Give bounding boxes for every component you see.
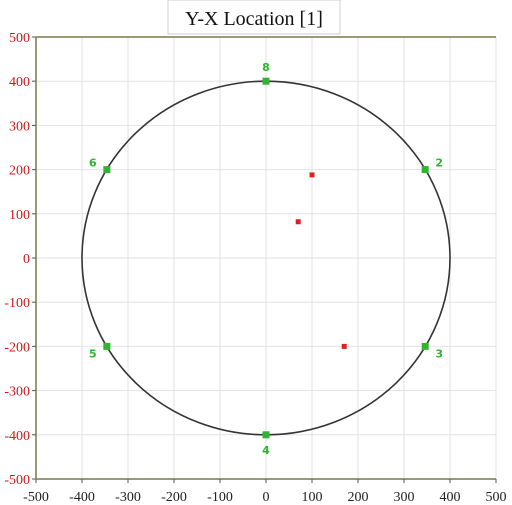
location-point: [309, 172, 315, 178]
sensor-point: [421, 166, 429, 174]
y-tick-label: -300: [4, 385, 30, 400]
y-tick-label: 0: [23, 252, 30, 267]
x-tick-label: -100: [207, 490, 233, 505]
x-tick-label: 0: [263, 490, 270, 505]
sensor-point: [103, 166, 111, 174]
x-tick-label: 500: [486, 490, 507, 505]
location-point: [341, 343, 347, 349]
y-tick-label: -200: [4, 340, 30, 355]
ticks-layer: -500 -400 -300 -200 -100 0 100 200 300 400 500 -500…: [4, 31, 506, 505]
sensor-label: 3: [435, 347, 443, 360]
title-box: [167, 0, 341, 35]
y-tick-label: -500: [4, 473, 30, 488]
x-tick-label: 200: [348, 490, 369, 505]
location-point: [295, 219, 301, 225]
x-tick-label: -500: [23, 490, 49, 505]
sensor-point: [262, 431, 270, 439]
x-tick-label: -300: [115, 490, 141, 505]
x-tick-label: 300: [394, 490, 415, 505]
sensor-label: 5: [89, 347, 97, 360]
chart-title: Y-X Location [1]: [185, 8, 323, 30]
sensor-label: 2: [435, 157, 443, 170]
y-tick-label: 300: [9, 119, 30, 134]
y-tick-label: -100: [4, 296, 30, 311]
x-tick-label: 400: [440, 490, 461, 505]
x-tick-label: -400: [69, 490, 95, 505]
sensor-label: 6: [89, 157, 97, 170]
y-tick-label: 200: [9, 164, 30, 179]
sensor-label: 4: [262, 444, 270, 457]
points-layer: 8 2 3 4 5 6: [89, 61, 443, 457]
sensor-point: [262, 77, 270, 85]
x-tick-label: -200: [161, 490, 187, 505]
y-tick-label: -400: [4, 429, 30, 444]
x-tick-label: 100: [302, 490, 323, 505]
sensor-label: 8: [262, 61, 270, 74]
sensor-point: [103, 342, 111, 350]
title-tab: Y-X Location [1]: [167, 0, 341, 35]
y-tick-label: 100: [9, 208, 30, 223]
y-tick-label: 400: [9, 75, 30, 90]
sensor-point: [421, 342, 429, 350]
y-tick-label: 500: [9, 31, 30, 46]
